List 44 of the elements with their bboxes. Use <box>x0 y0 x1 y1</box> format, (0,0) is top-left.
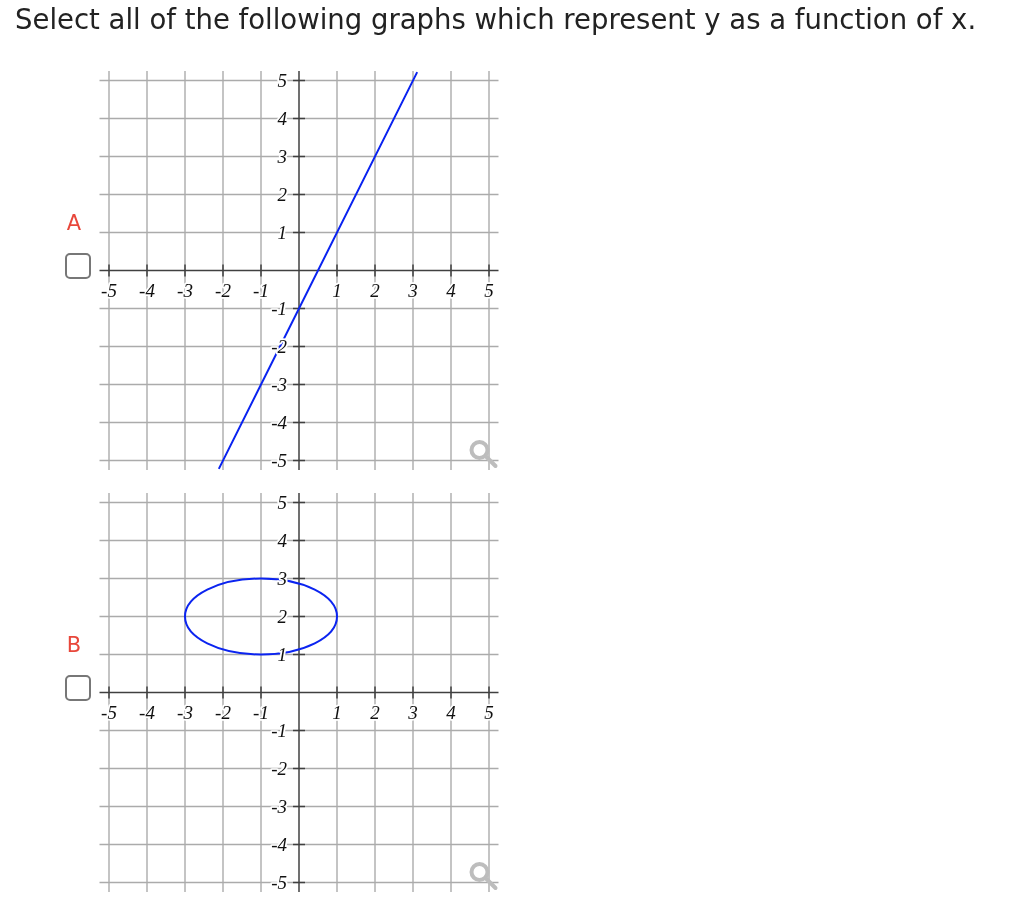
x-tick-label: 3 <box>407 701 418 723</box>
x-tick-label: 2 <box>370 701 381 723</box>
x-tick-label: 4 <box>446 701 457 723</box>
chart-title: Select all of the following graphs which represent y as a function of x. <box>15 3 977 35</box>
checkbox[interactable] <box>65 253 91 279</box>
x-tick-label: -2 <box>215 701 232 723</box>
x-tick-label: -2 <box>215 279 232 301</box>
y-tick-label: 4 <box>277 108 288 130</box>
x-tick-label: -4 <box>139 279 156 301</box>
text: B <box>66 633 82 658</box>
y-tick-label: -1 <box>271 720 287 742</box>
y-tick-label: 2 <box>277 184 288 206</box>
y-tick-label: 1 <box>277 222 287 244</box>
y-tick-label: -5 <box>271 450 287 472</box>
y-tick-label: 3 <box>276 146 287 168</box>
y-tick-label: 2 <box>277 606 288 628</box>
x-tick-label: 4 <box>446 279 457 301</box>
y-tick-label: -4 <box>271 834 288 856</box>
x-tick-label: 5 <box>484 279 494 301</box>
y-tick-label: 5 <box>277 70 287 92</box>
y-tick-label: -2 <box>271 758 288 780</box>
y-tick-label: 5 <box>277 492 287 514</box>
y-tick-label: -5 <box>271 872 287 894</box>
y-tick-label: -3 <box>271 374 287 396</box>
text: A <box>66 211 82 236</box>
y-tick-label: -4 <box>271 412 288 434</box>
x-tick-label: -4 <box>139 701 156 723</box>
x-tick-label: -3 <box>177 279 193 301</box>
y-tick-label: 4 <box>277 530 288 552</box>
magnifier-icon[interactable] <box>469 862 498 890</box>
checkbox[interactable] <box>65 675 91 701</box>
x-tick-label: 2 <box>370 279 381 301</box>
x-tick-label: -3 <box>177 701 193 723</box>
x-tick-label: -5 <box>101 701 117 723</box>
x-tick-label: 1 <box>332 279 342 301</box>
magnifier-icon[interactable] <box>469 440 498 468</box>
x-tick-label: -1 <box>253 279 269 301</box>
x-tick-label: 5 <box>484 701 494 723</box>
y-tick-label: -3 <box>271 796 287 818</box>
x-tick-label: 3 <box>407 279 418 301</box>
x-tick-label: -1 <box>253 701 269 723</box>
y-tick-label: -1 <box>271 298 287 320</box>
x-tick-label: 1 <box>332 701 342 723</box>
x-tick-label: -5 <box>101 279 117 301</box>
